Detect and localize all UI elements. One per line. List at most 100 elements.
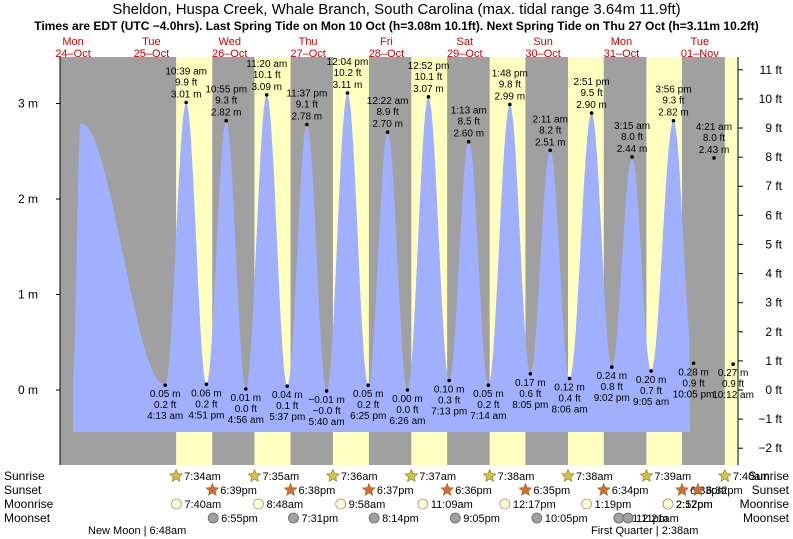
tide-point xyxy=(548,148,553,153)
moonrise-icon xyxy=(662,498,674,510)
page-subtitle: Times are EDT (UTC −4.0hrs). Last Spring… xyxy=(34,19,759,33)
moonrise-icon xyxy=(171,498,182,510)
tide-point xyxy=(466,139,471,144)
sunrise-time: 7:39am xyxy=(654,471,691,483)
tide-point xyxy=(712,156,716,160)
tide-time-label: 10:12 am xyxy=(712,390,754,401)
tide-point xyxy=(163,383,167,388)
moonset-icon xyxy=(531,512,543,524)
tide-time-label: 6:26 am xyxy=(389,416,425,427)
sunrise-time: 7:36am xyxy=(341,471,378,483)
sunset-time: 6:34pm xyxy=(612,485,649,497)
right-tick-label: 7 ft xyxy=(765,179,782,193)
tide-ft-label: −0.0 ft xyxy=(313,406,341,417)
right-tick-label: 1 ft xyxy=(765,354,782,368)
tide-ft-label: 0.1 ft xyxy=(276,401,298,412)
moonset-time: 9:05pm xyxy=(463,513,500,525)
right-tick-label: 5 ft xyxy=(765,237,782,251)
tide-ft-label: 0.7 ft xyxy=(640,386,662,397)
moonset-icon xyxy=(368,512,380,524)
moonrise-time: 9:58am xyxy=(349,499,386,511)
sunrise-icon xyxy=(717,468,732,482)
tide-point xyxy=(671,118,676,123)
tide-time-label: 6:25 pm xyxy=(350,411,386,422)
day-name: Sun xyxy=(533,36,553,48)
tide-ft-label: 0.0 ft xyxy=(235,404,257,415)
sunset-icon xyxy=(596,482,611,496)
right-tick-label: −1 ft xyxy=(758,412,782,426)
tide-m-label: 2.78 m xyxy=(292,112,323,123)
row-label-right: Sunset xyxy=(752,483,790,497)
tide-ft-label: 9.3 ft xyxy=(662,96,684,107)
tide-m-label: 0.04 m xyxy=(272,390,303,401)
sunset-time: 6:38pm xyxy=(299,485,336,497)
tide-ft-label: 0.6 ft xyxy=(519,389,541,400)
tide-point xyxy=(264,93,269,97)
tide-ft-label: 0.2 ft xyxy=(357,400,379,411)
tide-ft-label: 0.8 ft xyxy=(601,382,623,393)
sunrise-icon xyxy=(404,468,419,482)
sunset-time: 6:35pm xyxy=(533,485,570,497)
tide-curve xyxy=(73,93,691,432)
tide-ft-label: 0.3 ft xyxy=(438,395,460,406)
tide-point xyxy=(486,383,491,388)
tide-point xyxy=(528,371,533,376)
tide-time-label: 4:51 pm xyxy=(188,410,224,421)
tide-time-label: 10:05 pm xyxy=(673,389,715,400)
tide-ft-label: 9.1 ft xyxy=(296,100,318,111)
tide-time-label: 12:52 pm xyxy=(408,61,450,72)
tide-point xyxy=(244,387,248,391)
tide-ft-label: 0.9 ft xyxy=(682,378,704,389)
sunrise-time: 7:38am xyxy=(498,471,535,483)
tide-m-label: 0.10 m xyxy=(434,384,465,395)
moonrise-icon xyxy=(417,498,429,510)
tide-m-label: 2.51 m xyxy=(535,137,566,148)
tide-m-label: −0.01 m xyxy=(308,395,344,406)
right-tick-label: 4 ft xyxy=(765,267,782,281)
tide-ft-label: 8.9 ft xyxy=(377,107,399,118)
tide-time-label: 12:04 pm xyxy=(327,57,369,68)
day-date: 26–Oct xyxy=(212,48,247,60)
tide-ft-label: 10.1 ft xyxy=(415,72,443,83)
tide-point xyxy=(731,362,735,367)
tide-m-label: 0.05 m xyxy=(150,389,181,400)
tide-time-label: 9:05 am xyxy=(633,397,669,408)
sunset-icon xyxy=(205,482,220,496)
moonset-icon xyxy=(449,512,461,524)
tide-time-label: 5:37 pm xyxy=(269,412,305,423)
right-tick-label: 8 ft xyxy=(765,150,782,164)
tide-time-label: 2:11 am xyxy=(533,114,568,125)
day-name: Thu xyxy=(299,36,318,48)
row-label-left: Sunrise xyxy=(4,469,45,483)
tide-time-label: 4:21 am xyxy=(696,122,732,133)
day-date: 01–Nov xyxy=(681,48,719,60)
tide-m-label: 0.05 m xyxy=(473,389,504,400)
tide-time-label: 11:37 pm xyxy=(286,89,327,100)
day-date: 28–Oct xyxy=(369,48,404,60)
sunrise-icon xyxy=(169,468,184,482)
right-tick-label: 10 ft xyxy=(759,92,783,106)
tide-m-label: 2.82 m xyxy=(658,108,689,119)
tide-time-label: 3:15 am xyxy=(614,121,650,132)
tide-point xyxy=(508,102,512,107)
tide-ft-label: 0.9 ft xyxy=(722,379,744,390)
sunset-time: 6:39pm xyxy=(220,485,257,497)
day-name: Fri xyxy=(380,36,393,48)
sunrise-time: 7:40am xyxy=(733,471,770,483)
tide-point xyxy=(204,382,209,387)
tide-ft-label: 9.8 ft xyxy=(499,79,521,90)
tide-m-label: 2.70 m xyxy=(372,119,403,130)
tide-time-label: 3:56 pm xyxy=(655,85,691,96)
day-date: 24–Oct xyxy=(55,48,90,60)
tide-ft-label: 9.9 ft xyxy=(175,78,197,89)
moonrise-time: 8:48am xyxy=(266,499,303,511)
tide-point xyxy=(405,388,410,392)
tide-point xyxy=(567,376,572,381)
day-date: 29–Oct xyxy=(447,48,482,60)
sunrise-time: 7:34am xyxy=(184,471,221,483)
tide-time-label: 10:39 am xyxy=(165,67,207,78)
moonrise-time: 1:19pm xyxy=(595,499,632,511)
tide-m-label: 0.20 m xyxy=(636,375,667,386)
day-date: 25–Oct xyxy=(134,48,169,60)
tide-time-label: 10:55 pm xyxy=(205,85,247,96)
